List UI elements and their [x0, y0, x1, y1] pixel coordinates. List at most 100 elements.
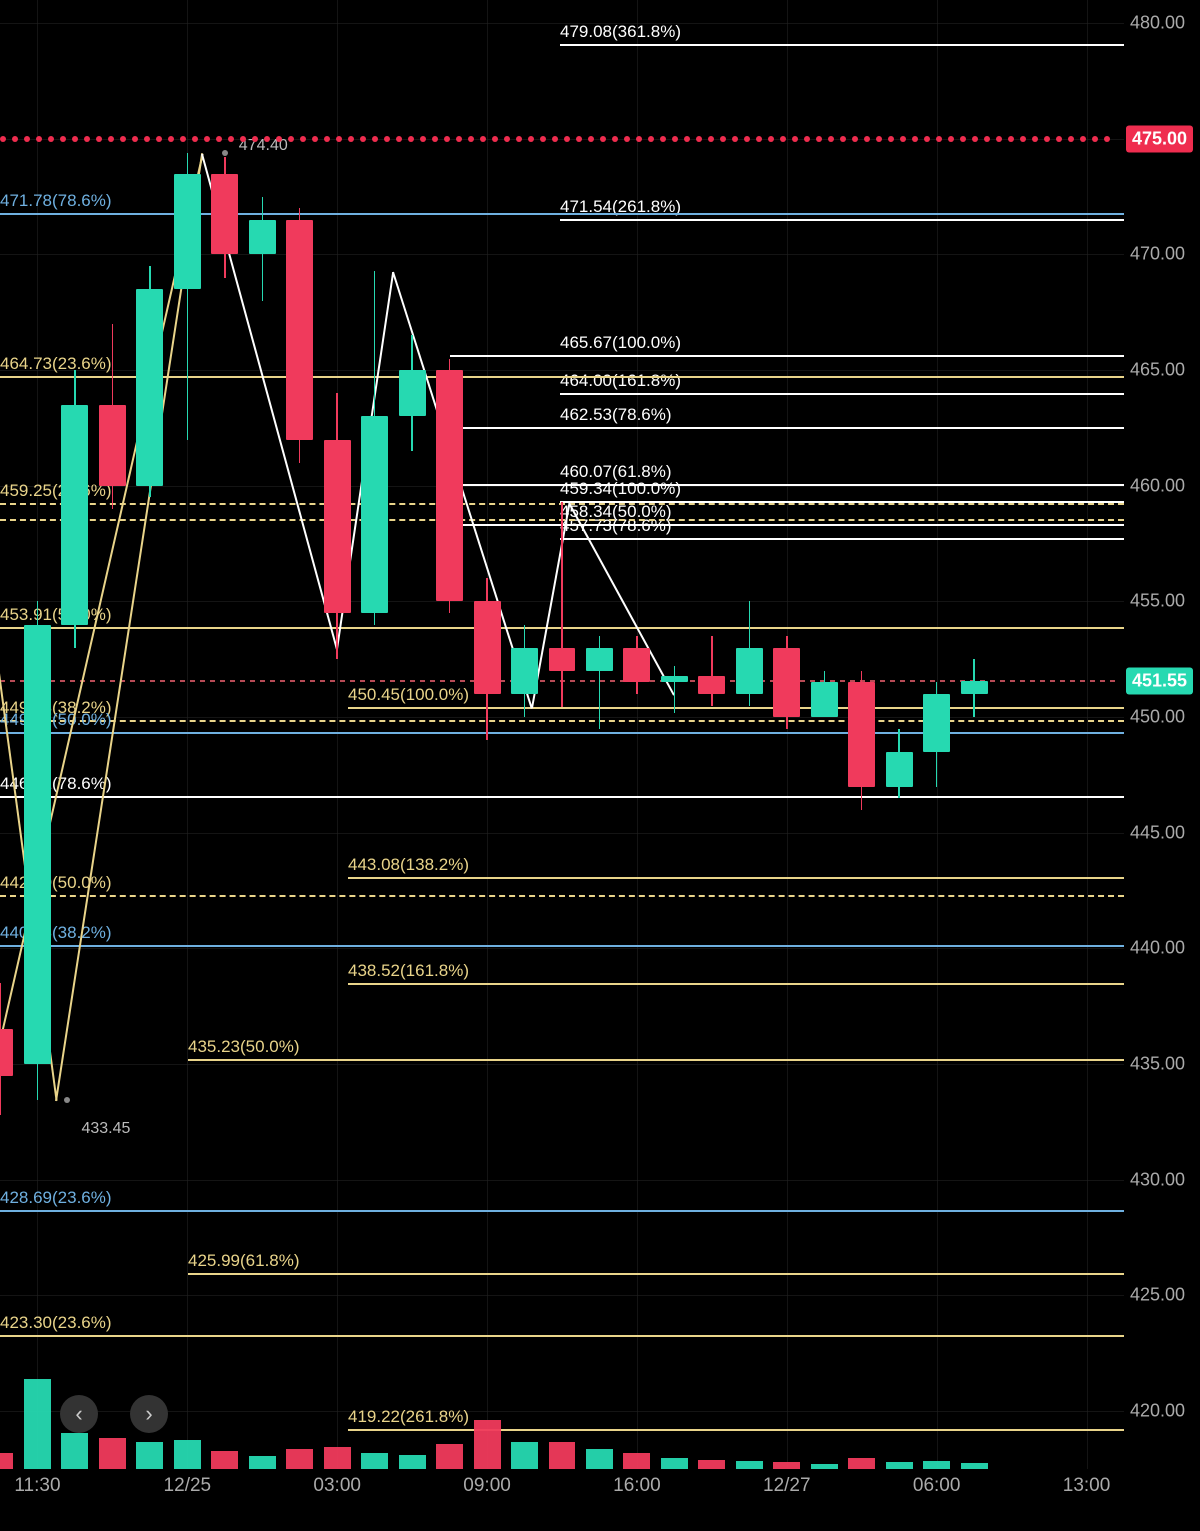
dotted-price-line [348, 136, 354, 142]
dotted-price-line [1092, 136, 1098, 142]
dotted-price-line [1056, 136, 1062, 142]
candle-wick [561, 502, 563, 707]
dotted-price-line [72, 136, 78, 142]
current-price-line [140, 680, 145, 682]
current-price-line [210, 680, 215, 682]
current-price-line [330, 680, 335, 682]
fib-level-line [560, 44, 1124, 46]
current-price-line [220, 680, 225, 682]
dotted-price-line [360, 136, 366, 142]
grid-line [0, 1064, 1124, 1065]
grid-line [0, 254, 1124, 255]
grid-line [0, 948, 1124, 949]
fib-level-line [0, 732, 1124, 734]
volume-bar [24, 1379, 51, 1469]
grid-line [337, 0, 338, 1469]
dotted-price-line [1068, 136, 1074, 142]
fib-level-label: 464.73(23.6%) [0, 354, 112, 376]
dotted-price-line [504, 136, 510, 142]
current-price-line [990, 680, 995, 682]
dotted-price-line [108, 136, 114, 142]
current-price-line [280, 680, 285, 682]
dotted-price-line [600, 136, 606, 142]
dotted-price-line [576, 136, 582, 142]
fib-level-line [0, 1210, 1124, 1212]
volume-bar [211, 1451, 238, 1469]
chevron-right-icon: › [145, 1401, 152, 1427]
dotted-price-line [1020, 136, 1026, 142]
current-price-line [360, 680, 365, 682]
dotted-price-line [996, 136, 1002, 142]
dotted-price-line [672, 136, 678, 142]
x-axis-tick: 13:00 [1063, 1475, 1111, 1497]
volume-bar [549, 1442, 576, 1469]
y-axis-tick: 445.00 [1124, 822, 1185, 843]
dotted-price-line [540, 136, 546, 142]
dotted-price-line [180, 136, 186, 142]
current-price-line [320, 680, 325, 682]
candle-body [399, 370, 426, 416]
current-price-line [350, 680, 355, 682]
dotted-price-line [48, 136, 54, 142]
dotted-price-line [204, 136, 210, 142]
current-price-line [310, 680, 315, 682]
fib-level-line [450, 427, 1124, 429]
chevron-left-icon: ‹ [75, 1401, 82, 1427]
fib-level-label: 471.54(261.8%) [560, 197, 681, 219]
dotted-price-line [300, 136, 306, 142]
volume-bar [136, 1442, 163, 1469]
dotted-price-line [456, 136, 462, 142]
dotted-price-line [156, 136, 162, 142]
candle-body [961, 681, 988, 694]
dotted-price-line [12, 136, 18, 142]
y-axis-tick: 425.00 [1124, 1285, 1185, 1306]
candlestick-chart[interactable]: 479.08(361.8%) 471.54(261.8%) 465.67(100.0… [0, 0, 1200, 1531]
fib-level-label: 465.67(100.0%) [560, 333, 681, 355]
current-price-line [1090, 680, 1095, 682]
current-price-line [650, 680, 655, 682]
current-price-line [610, 680, 615, 682]
dotted-price-line [516, 136, 522, 142]
fib-level-label: 479.08(361.8%) [560, 22, 681, 44]
x-axis-tick: 11:30 [14, 1475, 60, 1497]
candle-body [24, 625, 51, 1065]
y-axis-tick: 455.00 [1124, 591, 1185, 612]
fib-level-line [560, 393, 1124, 395]
candle-body [61, 405, 88, 625]
dotted-price-line [480, 136, 486, 142]
price-badge: 451.55 [1126, 668, 1193, 695]
fib-level-line [560, 219, 1124, 221]
dotted-price-line [720, 136, 726, 142]
fib-level-label: 471.78(78.6%) [0, 191, 112, 213]
dotted-price-line [1080, 136, 1086, 142]
grid-line [0, 1180, 1124, 1181]
dotted-price-line [528, 136, 534, 142]
nav-next-button[interactable]: › [130, 1395, 168, 1433]
dotted-price-line [888, 136, 894, 142]
candle-wick [711, 636, 713, 705]
nav-prev-button[interactable]: ‹ [60, 1395, 98, 1433]
volume-bar [923, 1461, 950, 1469]
candle-body [661, 676, 688, 683]
volume-bar [698, 1460, 725, 1469]
current-price-line [590, 680, 595, 682]
fib-level-line [0, 720, 1124, 722]
dotted-price-line [924, 136, 930, 142]
y-axis-tick: 450.00 [1124, 707, 1185, 728]
volume-bar [736, 1461, 763, 1469]
dotted-price-line [972, 136, 978, 142]
dotted-price-line [336, 136, 342, 142]
y-axis-tick: 430.00 [1124, 1169, 1185, 1190]
dotted-price-line [960, 136, 966, 142]
dotted-price-line [684, 136, 690, 142]
fib-level-label: 462.53(78.6%) [560, 405, 672, 427]
candle-body [286, 220, 313, 440]
current-price-line [550, 680, 555, 682]
x-axis: 11:3012/2503:0009:0016:0012/2706:0013:00 [0, 1469, 1124, 1531]
dotted-price-line [144, 136, 150, 142]
plot-area[interactable]: 479.08(361.8%) 471.54(261.8%) 465.67(100.0… [0, 0, 1124, 1469]
dotted-price-line [864, 136, 870, 142]
dotted-price-line [636, 136, 642, 142]
current-price-line [1060, 680, 1065, 682]
x-axis-tick: 06:00 [913, 1475, 961, 1497]
